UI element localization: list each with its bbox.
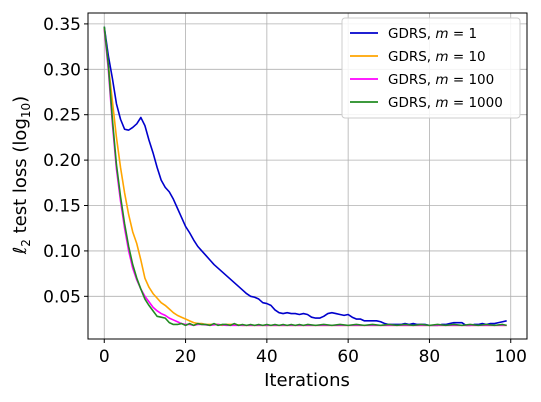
y-tick-label: 0.10 (43, 242, 81, 262)
y-axis-label: ℓ2 test loss (log10) (10, 96, 33, 255)
y-tick-label: 0.35 (43, 15, 81, 35)
y-tick-label: 0.15 (43, 197, 81, 217)
legend-entry: GDRS, m = 100 (388, 72, 494, 88)
x-tick-label: 80 (419, 347, 441, 367)
x-tick-label: 60 (337, 347, 359, 367)
y-tick-label: 0.20 (43, 151, 81, 171)
x-axis-label: Iterations (264, 370, 350, 391)
y-tick-label: 0.25 (43, 106, 81, 126)
y-tick-label: 0.30 (43, 60, 81, 80)
legend-box (341, 17, 521, 119)
series-line-4 (103, 26, 507, 327)
series-lines (103, 26, 507, 327)
x-tick-label: 40 (256, 347, 278, 367)
y-tick-label: 0.05 (43, 287, 81, 307)
legend-entry: GDRS, m = 10 (388, 49, 486, 65)
legend-entry: GDRS, m = 1000 (388, 95, 503, 111)
legend: GDRS, m = 1 GDRS, m = 10 GDRS, m = 100 GDRS… (341, 17, 521, 119)
x-tick-label: 100 (495, 347, 527, 367)
legend-entry: GDRS, m = 1 (388, 26, 477, 42)
plot-frame (87, 12, 528, 340)
x-tick-label: 20 (175, 347, 197, 367)
axis-ticks: 0 20 40 60 80 100 0.05 0.10 0.15 0.20 0.25 0.30 0.35 (43, 15, 527, 367)
x-tick-label: 0 (99, 347, 110, 367)
